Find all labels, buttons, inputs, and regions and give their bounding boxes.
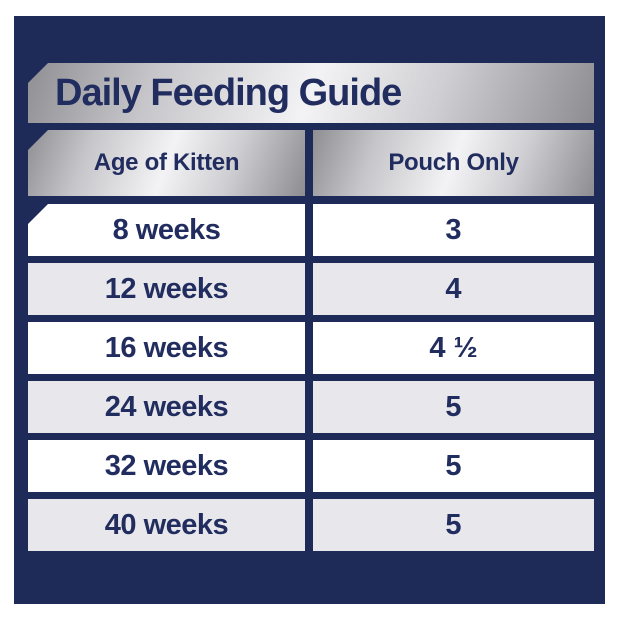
age-cell: 16 weeks [28, 322, 305, 374]
pouch-count-cell: 5 [313, 499, 594, 551]
age-cell: 32 weeks [28, 440, 305, 492]
table-row: 32 weeks 5 [28, 440, 594, 492]
table-row: 40 weeks 5 [28, 499, 594, 551]
pouch-count-cell: 3 [313, 204, 594, 256]
pouch-count-cell: 4 ½ [313, 322, 594, 374]
age-cell: 40 weeks [28, 499, 305, 551]
table-row: 8 weeks 3 [28, 204, 594, 256]
table-row: 24 weeks 5 [28, 381, 594, 433]
column-header-age: Age of Kitten [28, 130, 305, 196]
age-cell: 24 weeks [28, 381, 305, 433]
pouch-count-cell: 4 [313, 263, 594, 315]
age-cell: 12 weeks [28, 263, 305, 315]
age-cell: 8 weeks [28, 204, 305, 256]
table-row: 16 weeks 4 ½ [28, 322, 594, 374]
feeding-guide-panel: Daily Feeding Guide Age of Kitten Pouch … [14, 16, 605, 604]
pouch-count-cell: 5 [313, 381, 594, 433]
page-title: Daily Feeding Guide [28, 63, 594, 123]
column-header-pouch: Pouch Only [313, 130, 594, 196]
pouch-count-cell: 5 [313, 440, 594, 492]
feeding-table: Age of Kitten Pouch Only 8 weeks 3 12 we… [28, 130, 594, 551]
table-row: 12 weeks 4 [28, 263, 594, 315]
table-header-row: Age of Kitten Pouch Only [28, 130, 594, 196]
